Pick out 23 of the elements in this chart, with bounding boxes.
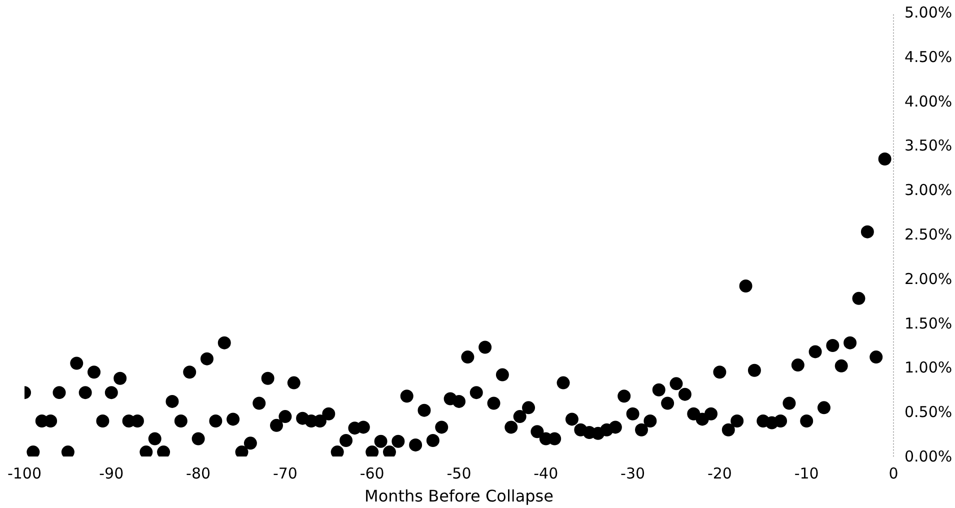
x-tick-label: -20 [707,464,732,482]
x-tick-label: -90 [99,464,124,482]
x-tick-label: -30 [620,464,646,482]
y-tick-label: 4.00% [904,92,952,110]
y-tick-label: 3.50% [904,136,952,155]
x-tick-label: -80 [186,464,211,482]
x-tick-label: -70 [272,464,298,482]
y-tick-label: 0.00% [904,448,952,466]
x-tick-label: -100 [7,464,42,482]
y-tick-label: 5.00% [904,4,952,22]
y-tick-label: 2.50% [904,226,952,244]
y-tick-label: 1.00% [904,358,952,377]
y-tick-label: 3.00% [904,181,952,200]
x-tick-label: -40 [534,464,558,482]
x-tick-label: -10 [794,464,819,482]
x-axis-title: Months Before Collapse [364,486,554,506]
y-tick-label: 2.00% [904,270,952,288]
y-tick-label: 4.50% [904,48,952,66]
x-tick-label: -60 [360,464,384,482]
x-tick-label: 0 [888,464,898,482]
y-tick-label: 0.50% [904,403,952,422]
x-tick-label: -50 [446,464,472,482]
y-tick-label: 1.50% [904,314,952,332]
